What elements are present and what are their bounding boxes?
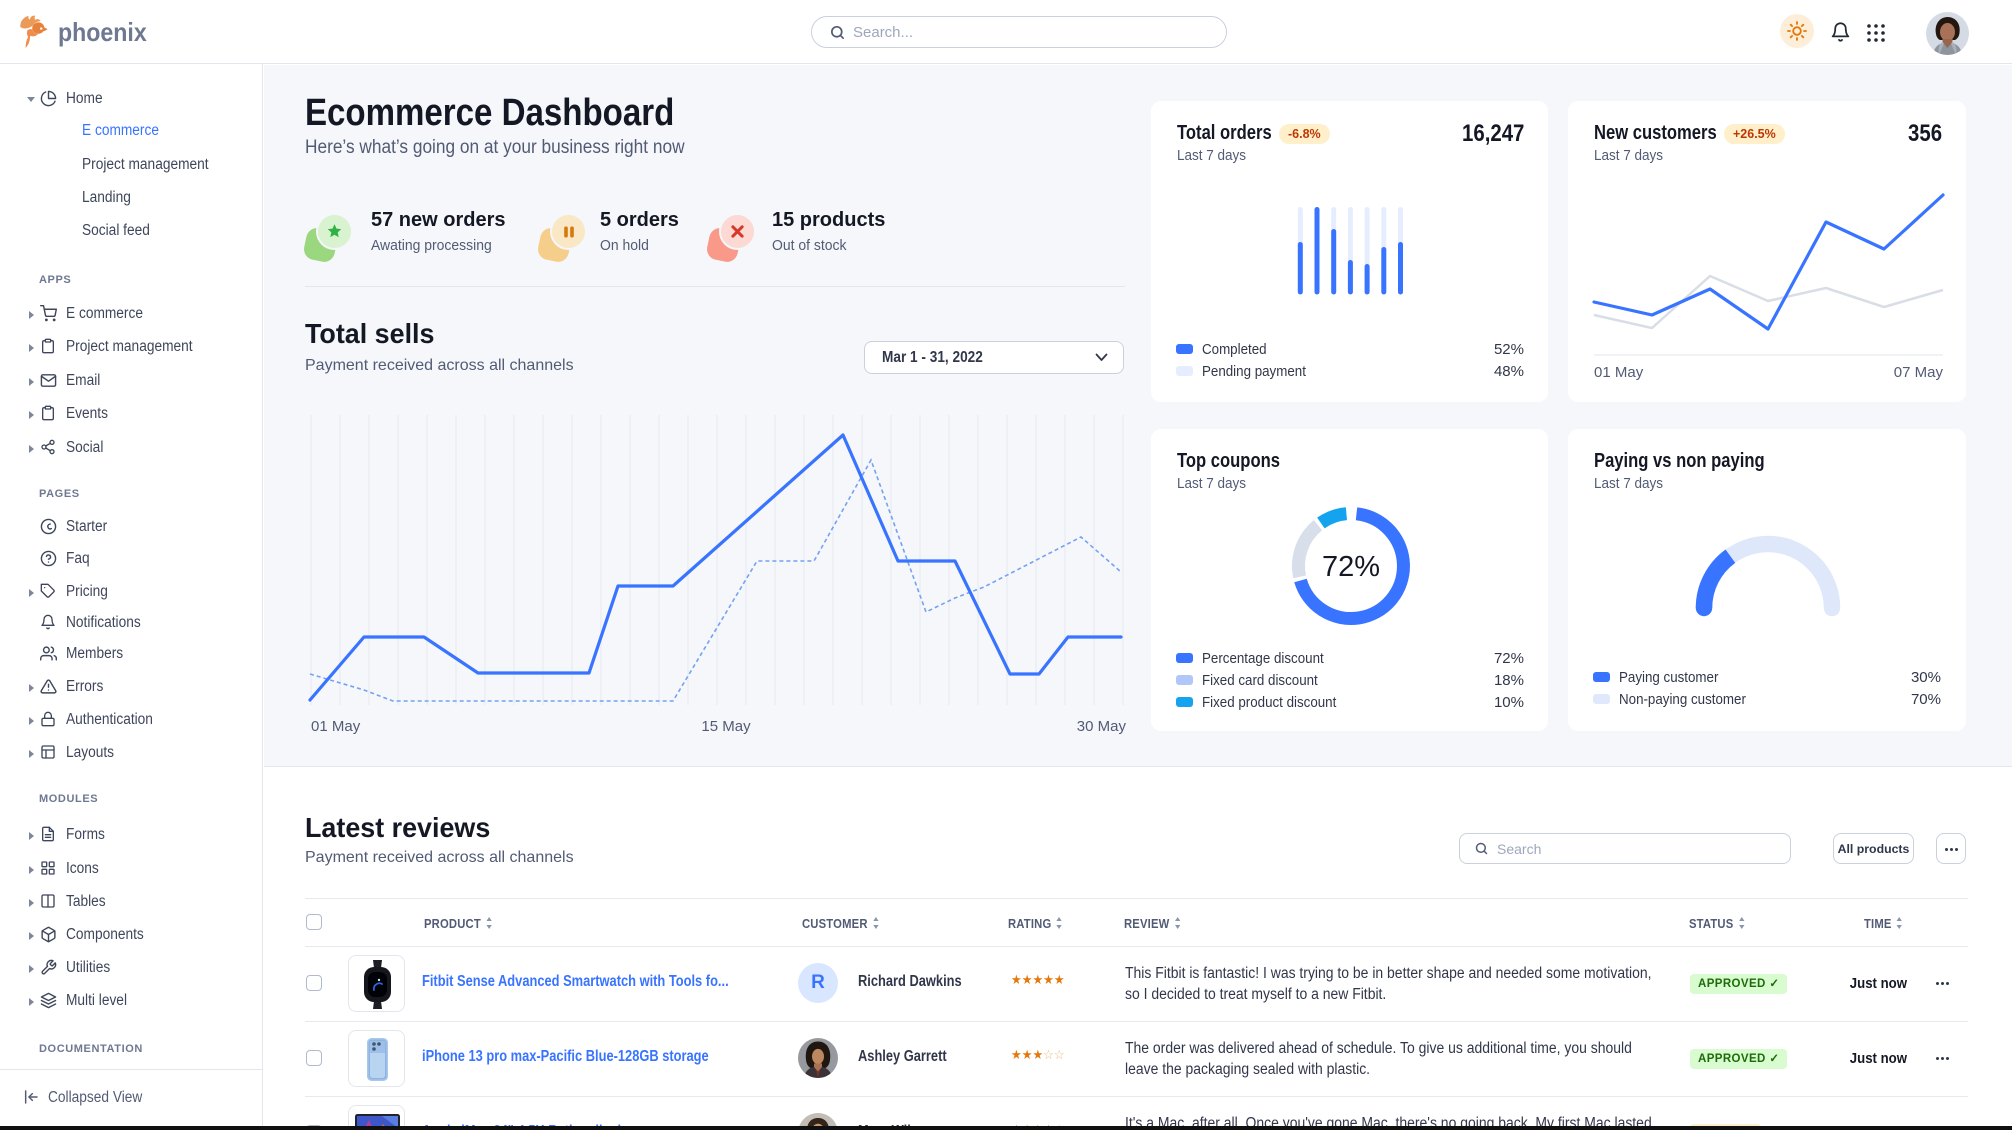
svg-text:30 May: 30 May [1077, 718, 1127, 735]
svg-text:15 May: 15 May [701, 718, 751, 735]
svg-text:07 May: 07 May [1894, 364, 1944, 381]
svg-text:01 May: 01 May [1594, 364, 1644, 381]
svg-text:01 May: 01 May [311, 718, 361, 735]
